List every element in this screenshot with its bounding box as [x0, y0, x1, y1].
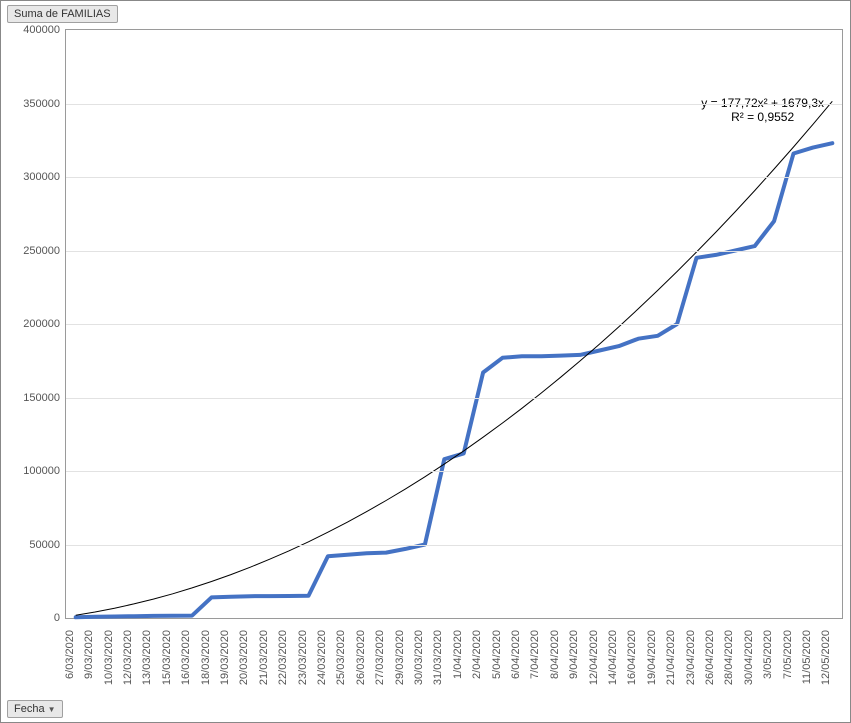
x-axis-label: 12/03/2020	[122, 630, 134, 685]
data-line	[76, 143, 833, 617]
x-axis-label: 16/03/2020	[180, 630, 192, 685]
x-axis-label: 5/04/2020	[491, 630, 503, 679]
x-axis-label: 23/04/2020	[685, 630, 697, 685]
x-axis-label: 26/04/2020	[704, 630, 716, 685]
x-axis-label: 28/04/2020	[723, 630, 735, 685]
x-axis-label: 8/04/2020	[549, 630, 561, 679]
y-axis-label: 200000	[10, 318, 60, 330]
gridline	[66, 471, 842, 472]
y-axis-label: 100000	[10, 465, 60, 477]
trend-rsquared: R² = 0,9552	[701, 110, 824, 124]
x-axis-label: 9/03/2020	[83, 630, 95, 679]
field-button-label: Suma de FAMILIAS	[14, 8, 111, 20]
x-axis-label: 27/03/2020	[374, 630, 386, 685]
x-axis-label: 11/05/2020	[801, 630, 813, 684]
field-button-suma-familias[interactable]: Suma de FAMILIAS	[7, 5, 118, 23]
x-axis-label: 1/04/2020	[452, 630, 464, 679]
x-axis-label: 26/03/2020	[355, 630, 367, 685]
x-axis-label: 25/03/2020	[335, 630, 347, 685]
gridline	[66, 398, 842, 399]
x-axis-label: 10/03/2020	[103, 630, 115, 685]
x-axis-label: 2/04/2020	[471, 630, 483, 679]
x-axis-label: 30/03/2020	[413, 630, 425, 685]
x-axis-label: 21/03/2020	[258, 630, 270, 685]
x-axis-label: 14/04/2020	[607, 630, 619, 685]
field-button-label: Fecha	[14, 703, 45, 715]
x-axis-label: 29/03/2020	[394, 630, 406, 685]
x-axis-label: 6/04/2020	[510, 630, 522, 679]
trend-equation-box: y = 177,72x² + 1679,3x R² = 0,9552	[701, 96, 824, 124]
gridline	[66, 545, 842, 546]
x-axis-label: 23/03/2020	[297, 630, 309, 685]
y-axis-label: 400000	[10, 24, 60, 36]
x-axis-label: 3/05/2020	[762, 630, 774, 679]
x-axis-label: 24/03/2020	[316, 630, 328, 685]
x-axis-label: 22/03/2020	[277, 630, 289, 685]
dropdown-arrow-icon: ▼	[48, 705, 56, 714]
x-axis-label: 13/03/2020	[141, 630, 153, 685]
gridline	[66, 324, 842, 325]
x-axis-label: 19/04/2020	[646, 630, 658, 685]
x-axis-label: 19/03/2020	[219, 630, 231, 685]
x-axis-label: 7/05/2020	[782, 630, 794, 679]
field-button-fecha[interactable]: Fecha ▼	[7, 700, 63, 718]
x-axis-label: 16/04/2020	[626, 630, 638, 685]
x-axis-label: 30/04/2020	[743, 630, 755, 685]
y-axis-label: 250000	[10, 245, 60, 257]
x-axis-label: 18/03/2020	[200, 630, 212, 685]
trend-line	[76, 101, 833, 615]
x-axis-label: 20/03/2020	[238, 630, 250, 685]
y-axis-label: 0	[10, 612, 60, 624]
y-axis-label: 300000	[10, 171, 60, 183]
x-axis-label: 6/03/2020	[64, 630, 76, 679]
x-axis-label: 21/04/2020	[665, 630, 677, 685]
y-axis-label: 50000	[10, 539, 60, 551]
x-axis-label: 12/04/2020	[588, 630, 600, 685]
gridline	[66, 104, 842, 105]
x-axis-label: 9/04/2020	[568, 630, 580, 679]
plot-area: y = 177,72x² + 1679,3x R² = 0,9552 05000…	[65, 29, 843, 619]
x-axis-label: 15/03/2020	[161, 630, 173, 685]
x-axis-label: 31/03/2020	[432, 630, 444, 685]
x-axis-label: 12/05/2020	[820, 630, 832, 685]
x-axis-label: 7/04/2020	[529, 630, 541, 679]
gridline	[66, 177, 842, 178]
y-axis-label: 150000	[10, 392, 60, 404]
chart-container: Suma de FAMILIAS y = 177,72x² + 1679,3x …	[0, 0, 851, 723]
gridline	[66, 251, 842, 252]
y-axis-label: 350000	[10, 98, 60, 110]
